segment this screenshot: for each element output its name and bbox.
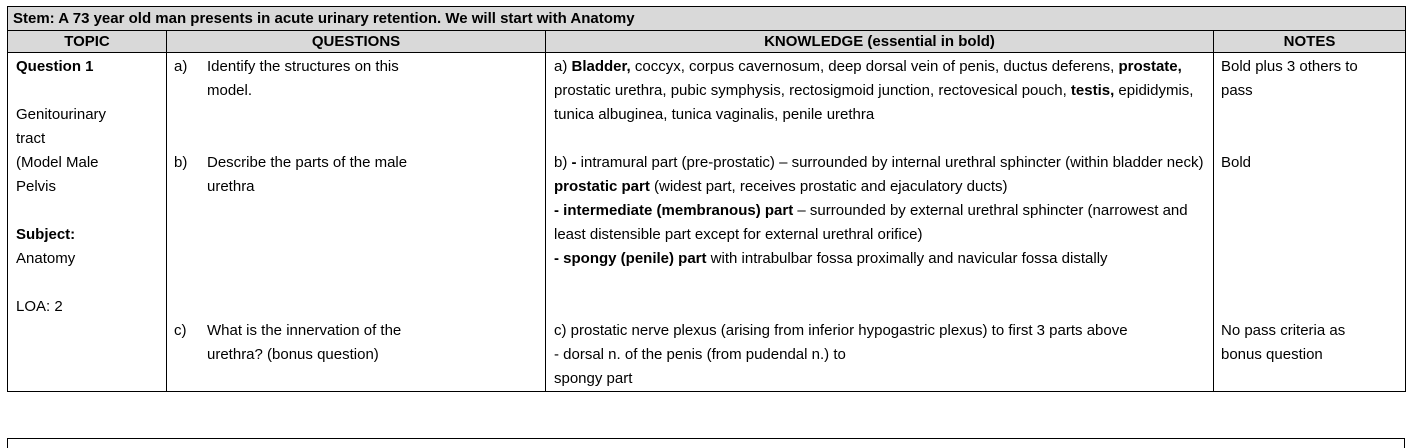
header-row: TOPIC QUESTIONS KNOWLEDGE (essential in …	[7, 30, 1407, 53]
notes-header: NOTES	[1212, 30, 1407, 53]
question-number: Question 1	[16, 58, 94, 75]
question-text-line: urethra	[207, 178, 255, 195]
notes-b: Bold	[1221, 154, 1252, 171]
essential-term: - spongy (penile) part	[554, 250, 707, 267]
essential-term: Bladder,	[571, 58, 631, 75]
knowledge-header: KNOWLEDGE (essential in bold)	[545, 30, 1214, 53]
question-text-line: Describe the parts of the male	[207, 154, 408, 171]
next-row-border	[7, 438, 1405, 448]
question-text-line: What is the innervation of the	[207, 322, 402, 339]
question-row: Question 1 Genitourinary tract (Model Ma…	[7, 52, 1407, 392]
essential-term: testis,	[1070, 82, 1115, 99]
topic-model-line2: Pelvis	[16, 178, 57, 195]
question-text-line: Identify the structures on this	[207, 58, 399, 75]
knowledge-cell: a) Bladder, coccyx, corpus cavernosum, d…	[545, 52, 1214, 392]
topic-model-line1: (Model Male	[16, 154, 99, 171]
topic-cell: Question 1 Genitourinary tract (Model Ma…	[7, 52, 167, 392]
essential-term: prostate,	[1118, 58, 1182, 75]
topic-area-line2: tract	[16, 130, 46, 147]
topic-area-line1: Genitourinary	[16, 106, 107, 123]
questions-cell: a) Identify the structures on this model…	[166, 52, 546, 392]
knowledge-a: a) Bladder, coccyx, corpus cavernosum, d…	[554, 58, 1194, 123]
knowledge-b: b) - intramural part (pre-prostatic) – s…	[554, 154, 1204, 267]
notes-c: No pass criteria as bonus question	[1221, 322, 1346, 363]
exam-document: Stem: A 73 year old man presents in acut…	[6, 6, 1407, 392]
question-letter: c)	[174, 322, 187, 339]
loa-value: LOA: 2	[16, 298, 63, 315]
stem-row: Stem: A 73 year old man presents in acut…	[6, 6, 1407, 31]
topic-header: TOPIC	[7, 30, 167, 53]
question-text-line: model.	[207, 82, 253, 99]
question-c: c) What is the innervation of the urethr…	[174, 319, 541, 367]
notes-a: Bold plus 3 others to pass	[1221, 58, 1358, 99]
question-letter: b)	[174, 154, 188, 171]
notes-cell: Bold plus 3 others to pass Bold No pass …	[1212, 52, 1407, 392]
next-row-top-line	[7, 438, 1405, 439]
question-b: b) Describe the parts of the male urethr…	[174, 151, 541, 319]
essential-term: prostatic part	[554, 178, 650, 195]
question-text-line: urethra? (bonus question)	[207, 346, 379, 363]
question-a: a) Identify the structures on this model…	[174, 55, 541, 151]
knowledge-c: c) prostatic nerve plexus (arising from …	[554, 322, 1128, 387]
essential-term: - intermediate (membranous) part	[554, 202, 794, 219]
question-letter: a)	[174, 58, 188, 75]
subject-value: Anatomy	[16, 250, 76, 267]
subject-label: Subject:	[16, 226, 76, 243]
exam-table: Stem: A 73 year old man presents in acut…	[6, 6, 1407, 392]
questions-header: QUESTIONS	[166, 30, 546, 53]
